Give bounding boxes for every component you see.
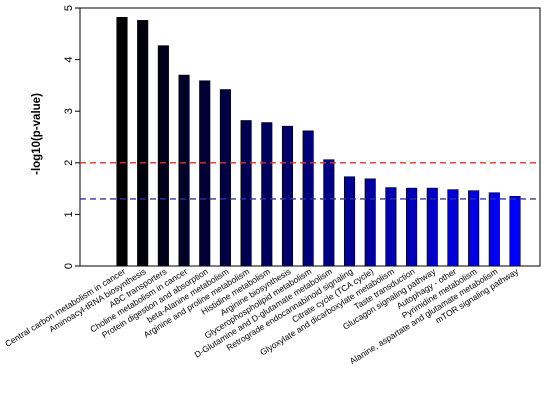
bar <box>364 178 376 267</box>
bar <box>157 45 169 267</box>
bar <box>447 189 459 267</box>
bar <box>261 122 273 267</box>
bar <box>406 187 418 267</box>
bar <box>488 192 500 267</box>
bar <box>509 196 521 267</box>
bar <box>281 125 294 267</box>
bar <box>116 16 128 267</box>
bar <box>426 187 438 267</box>
bar <box>137 20 149 267</box>
bar <box>240 120 252 267</box>
bar <box>199 80 211 267</box>
bar <box>323 159 335 267</box>
bar <box>468 190 480 267</box>
bar <box>219 89 231 267</box>
y-tick-label: 0 <box>63 263 75 269</box>
bar <box>178 74 190 267</box>
y-tick-label: 1 <box>63 211 75 217</box>
y-tick-label: 3 <box>63 108 75 114</box>
y-axis-title: -log10(p-value) <box>31 93 43 175</box>
y-tick-label: 2 <box>63 160 75 166</box>
y-tick-label: 4 <box>63 57 75 63</box>
bar <box>343 176 356 267</box>
y-tick-label: 5 <box>63 5 75 11</box>
bar <box>385 187 397 267</box>
